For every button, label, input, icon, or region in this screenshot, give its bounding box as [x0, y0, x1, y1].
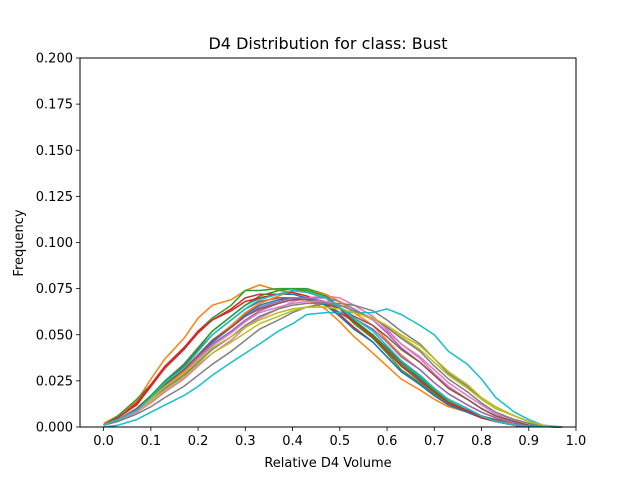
y-tick-label: 0.000	[36, 421, 73, 436]
plot-frame	[79, 57, 577, 428]
series-line-20	[103, 289, 562, 428]
x-tick-label: 1.0	[566, 434, 587, 449]
y-tick-label: 0.175	[36, 98, 73, 113]
y-tick-label: 0.150	[36, 144, 73, 159]
x-tick-label: 0.9	[518, 434, 539, 449]
y-axis: 0.000 0.025 0.050 0.075 0.100 0.125 0.150 0.175…	[36, 52, 80, 436]
x-axis: 0.0 0.1 0.2 0.3 0.4 0.5 0.6 0.7 0.8 0.9 1.0	[93, 427, 586, 449]
y-tick-label: 0.125	[36, 190, 73, 205]
x-tick-label: 0.1	[141, 434, 162, 449]
series-line-8	[103, 302, 562, 428]
y-axis-label: Frequency	[12, 209, 27, 276]
y-tick-label: 0.025	[36, 374, 73, 389]
x-tick-label: 0.2	[188, 434, 209, 449]
y-tick-label: 0.100	[36, 236, 73, 251]
y-tick-label: 0.200	[36, 52, 73, 67]
series-line-18	[103, 302, 562, 428]
x-axis-label: Relative D4 Volume	[264, 456, 391, 471]
y-tick-label: 0.075	[36, 282, 73, 297]
series-line-16	[103, 298, 562, 428]
x-tick-label: 0.7	[424, 434, 445, 449]
x-tick-label: 0.8	[471, 434, 492, 449]
series-line-9	[103, 306, 562, 428]
x-tick-label: 0.6	[377, 434, 398, 449]
y-tick-label: 0.050	[36, 328, 73, 343]
series-line-17	[103, 300, 562, 428]
series-line-19	[103, 306, 562, 428]
chart-title: D4 Distribution for class: Bust	[208, 34, 447, 53]
series-line-10	[103, 308, 562, 428]
series-group	[103, 284, 562, 428]
x-tick-label: 0.4	[282, 434, 303, 449]
x-tick-label: 0.3	[235, 434, 256, 449]
x-tick-label: 0.0	[93, 434, 114, 449]
x-tick-label: 0.5	[329, 434, 350, 449]
